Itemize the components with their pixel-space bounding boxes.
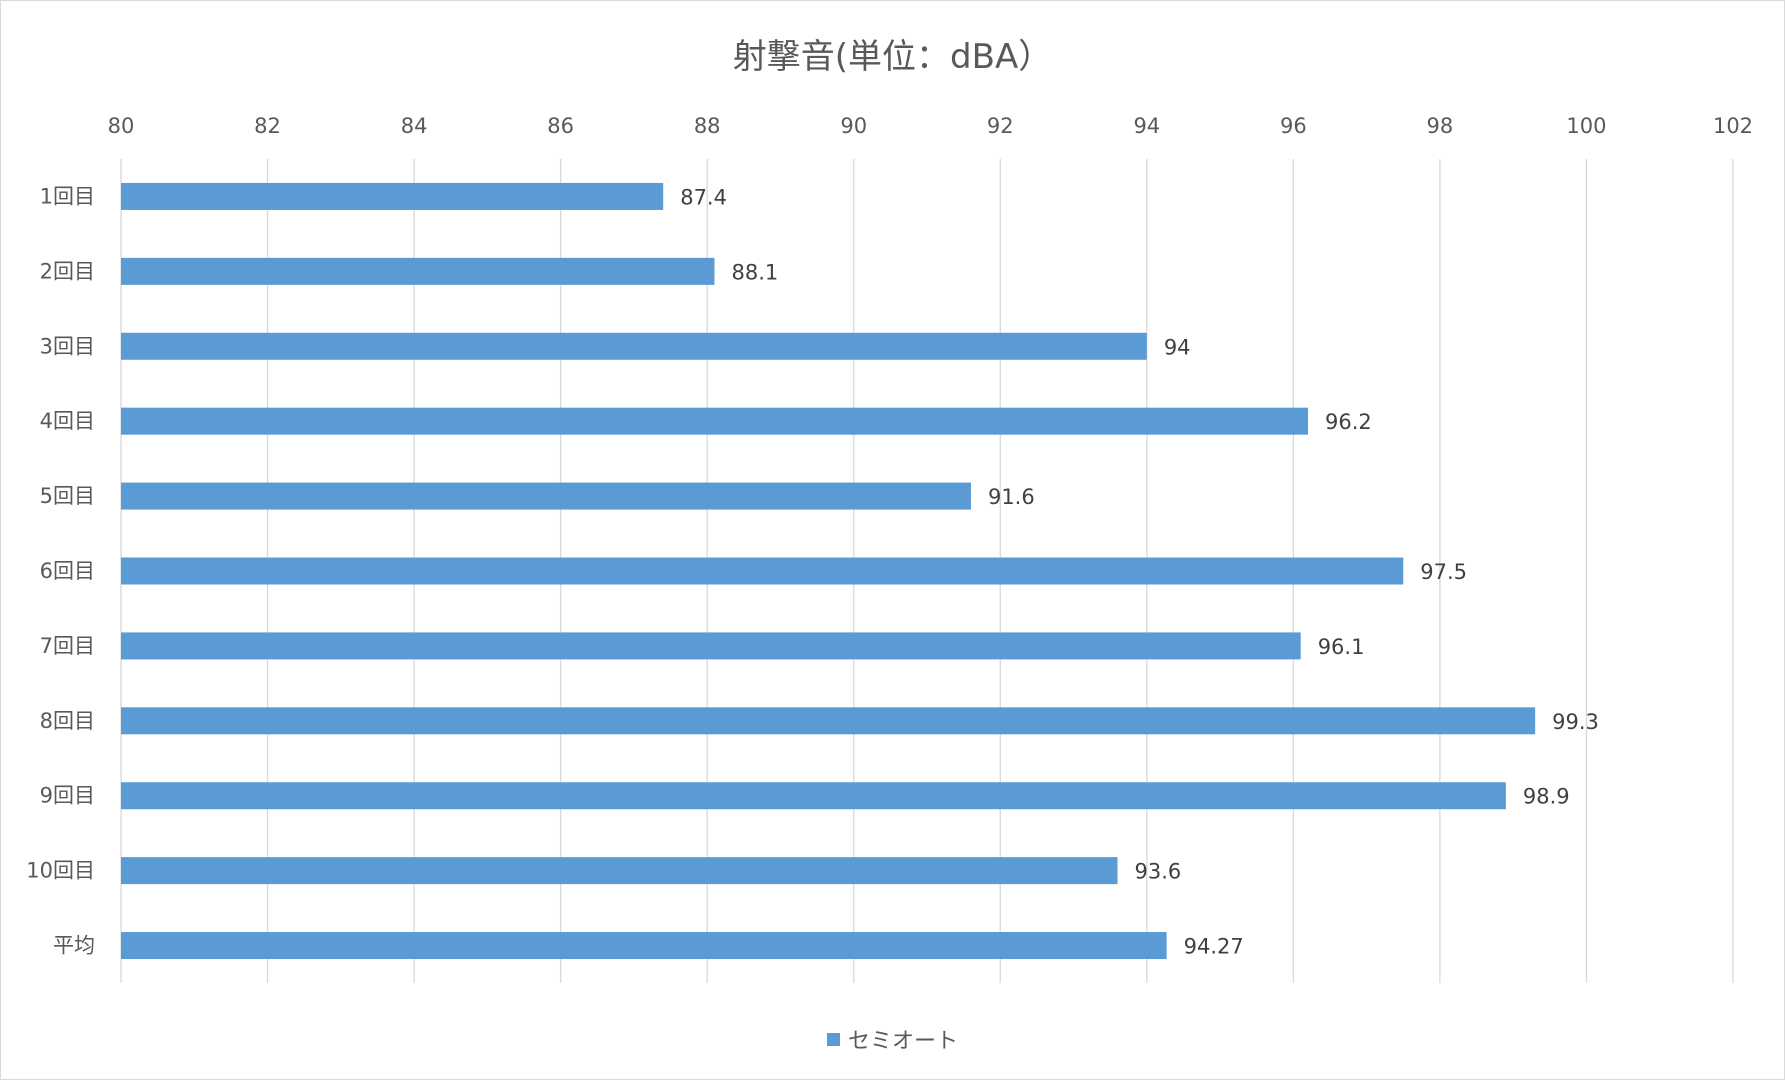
bar (121, 707, 1536, 735)
x-tick-label: 90 (840, 114, 867, 138)
x-tick-label: 94 (1133, 114, 1160, 138)
category-label: 3回目 (40, 334, 95, 358)
category-label: 1回目 (40, 184, 95, 208)
x-tick-label: 98 (1427, 114, 1454, 138)
data-label: 97.5 (1420, 560, 1467, 584)
bar (121, 407, 1309, 435)
data-label: 94 (1164, 335, 1191, 359)
legend-swatch (826, 1032, 840, 1046)
data-label: 96.1 (1318, 635, 1365, 659)
bar (121, 857, 1118, 885)
data-label: 94.27 (1184, 935, 1244, 959)
bar (121, 182, 664, 210)
data-label: 88.1 (732, 260, 779, 284)
bar (121, 557, 1404, 585)
category-label: 5回目 (40, 484, 95, 508)
data-label: 87.4 (680, 185, 727, 209)
category-label: 10回目 (26, 859, 95, 883)
bar (121, 482, 971, 510)
category-label: 平均 (53, 934, 95, 958)
x-tick-label: 102 (1713, 114, 1753, 138)
category-label: 8回目 (40, 709, 95, 733)
data-label: 91.6 (988, 485, 1035, 509)
data-label: 99.3 (1552, 710, 1599, 734)
x-tick-label: 82 (254, 114, 281, 138)
category-label: 2回目 (40, 259, 95, 283)
x-tick-label: 96 (1280, 114, 1307, 138)
bars (121, 182, 1536, 960)
data-label: 93.6 (1135, 860, 1182, 884)
category-label: 7回目 (40, 634, 95, 658)
x-tick-label: 88 (694, 114, 721, 138)
bar (121, 257, 715, 285)
x-tick-label: 92 (987, 114, 1014, 138)
x-tick-label: 84 (401, 114, 428, 138)
legend-label: セミオート (847, 1029, 958, 1054)
legend: セミオート (1, 1023, 1784, 1055)
data-label: 98.9 (1523, 785, 1570, 809)
data-labels: 87.4 88.1 94 96.2 91.6 97.5 96.1 99.3 98.9 93.6 94… (680, 185, 1599, 958)
x-tick-label: 100 (1566, 114, 1606, 138)
category-label: 6回目 (40, 559, 95, 583)
data-label: 96.2 (1325, 410, 1372, 434)
category-label: 4回目 (40, 409, 95, 433)
bar (121, 632, 1301, 660)
x-tick-label: 80 (108, 114, 135, 138)
bar (121, 332, 1147, 360)
x-axis-ticks: 80 82 84 86 88 90 92 94 96 98 100 102 (108, 114, 1753, 138)
x-tick-label: 86 (547, 114, 574, 138)
chart-title: 射撃音(単位：dBA） (732, 37, 1053, 77)
category-label: 9回目 (40, 784, 95, 808)
bar (121, 782, 1506, 810)
bar (121, 932, 1167, 960)
